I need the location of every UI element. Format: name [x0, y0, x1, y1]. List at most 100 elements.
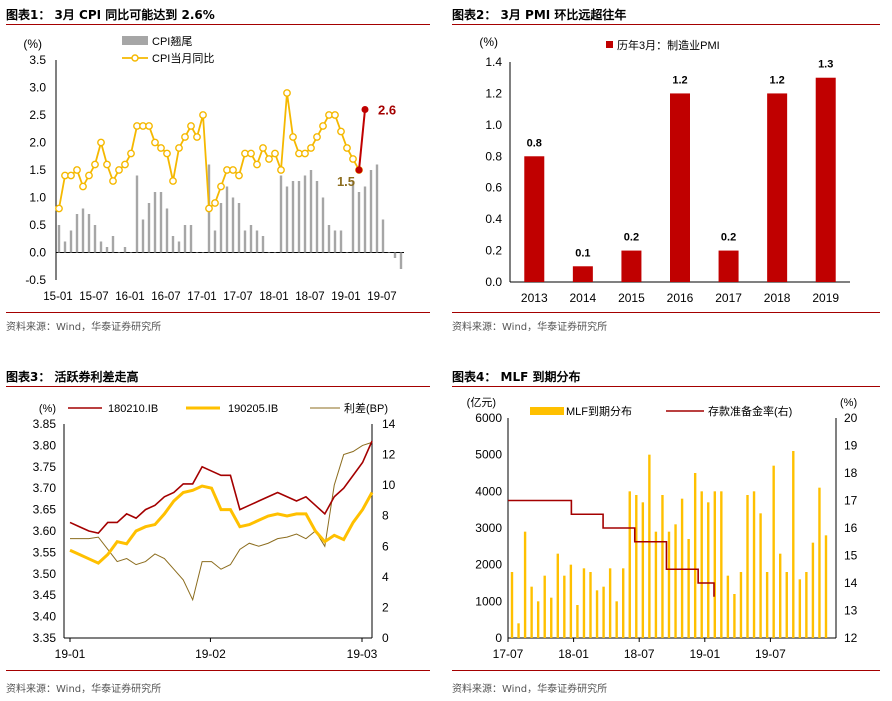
cpi-point: [253, 160, 261, 169]
cpi-point: [205, 204, 213, 213]
chart-4-title-rule: [452, 386, 880, 387]
bar-mlf: [700, 491, 703, 638]
bar-cpi-carryover: [255, 230, 259, 253]
x-tick-label: 16-01: [115, 291, 144, 303]
chart-4-source: 资料来源：Wind，华泰证券研究所: [452, 684, 608, 695]
bar-cpi-carryover: [273, 252, 277, 253]
bar-mlf: [628, 491, 631, 638]
x-tick-label: 19-02: [195, 647, 226, 661]
bar-mlf: [569, 564, 573, 638]
bar-mlf: [595, 590, 599, 638]
y-tick-label: 0.6: [485, 181, 502, 195]
x-tick-label: 19-01: [331, 291, 360, 303]
bar-mlf: [654, 531, 658, 638]
cpi-point: [301, 149, 309, 158]
bar-cpi-carryover: [333, 230, 337, 253]
bar-mlf: [582, 568, 586, 638]
cpi-point: [193, 133, 201, 141]
y-tick-label-right: 2: [382, 600, 389, 614]
bar-mlf: [536, 601, 540, 638]
bar-mlf: [765, 572, 769, 638]
y-tick-label-right: 12: [844, 631, 858, 645]
y-tick-label: 3.0: [29, 81, 46, 95]
cpi-point: [55, 204, 63, 213]
cpi-point: [175, 144, 183, 152]
x-tick-label: 18-07: [295, 291, 324, 303]
cpi-point: [157, 144, 165, 152]
chart-1-title: 图表1： 3月 CPI 同比可能达到 2.6%: [6, 8, 215, 22]
bar-cpi-carryover: [291, 181, 295, 253]
bar-cpi-carryover: [111, 236, 115, 253]
cpi-point: [217, 182, 225, 191]
bar-cpi-carryover: [357, 192, 361, 253]
cpi-point: [313, 133, 321, 141]
bar-cpi-carryover: [129, 252, 133, 253]
legend-label-190205: 190205.IB: [228, 403, 278, 415]
cpi-point: [337, 127, 345, 136]
legend-label-cpi: CPI当月同比: [152, 51, 214, 65]
series-line-190205: [69, 484, 374, 565]
y-tick-label-left: 3.45: [33, 588, 57, 602]
cpi-point-forecast: [361, 106, 369, 113]
bar-cpi-carryover: [327, 225, 331, 253]
cpi-point: [343, 144, 351, 152]
x-tick-label: 15-01: [43, 291, 72, 303]
bar-mlf: [693, 473, 697, 638]
cpi-point: [187, 122, 195, 130]
bar-cpi-carryover: [195, 252, 199, 253]
bar-cpi-carryover: [75, 214, 79, 253]
bar-cpi-carryover: [261, 236, 265, 253]
bar-cpi-carryover: [159, 192, 163, 253]
bar-mlf: [635, 495, 638, 638]
bar-mlf: [733, 594, 736, 638]
cpi-point: [103, 160, 111, 169]
y-tick-label-left: 3.55: [33, 545, 57, 559]
series-line-spread: [70, 441, 373, 602]
bar-cpi-carryover: [237, 203, 241, 253]
y-tick-label-left: 3.65: [33, 503, 57, 517]
y-tick-label-right: 10: [382, 478, 396, 492]
y-tick-label: 0.0: [485, 275, 502, 289]
bar-cpi-carryover: [249, 225, 253, 253]
bar-mlf: [576, 605, 579, 638]
bar-mlf: [818, 487, 821, 638]
cpi-point: [229, 166, 237, 174]
bar-cpi-carryover: [381, 219, 385, 253]
y-tick-label-left: 2000: [475, 558, 502, 572]
x-tick-label: 2019: [812, 291, 839, 305]
y-tick-label-right: 0: [382, 631, 389, 645]
y-tick-label-left: 4000: [475, 484, 502, 498]
bar-mlf: [543, 575, 546, 638]
x-tick-label: 2018: [764, 291, 791, 305]
bar-mlf: [615, 601, 618, 638]
chart-2-source: 资料来源：Wind，华泰证券研究所: [452, 322, 608, 333]
data-label: 0.8: [527, 137, 542, 149]
bar-mlf: [667, 531, 671, 638]
y-tick-label-left: 3.75: [33, 460, 57, 474]
bar-mlf: [707, 502, 710, 638]
chart-3-source: 资料来源：Wind，华泰证券研究所: [6, 684, 162, 695]
chart-2-title-rule: [452, 24, 880, 25]
bar-mlf: [824, 535, 828, 638]
cpi-point: [349, 155, 357, 163]
bar-mlf: [648, 454, 651, 638]
bar-mlf: [798, 579, 802, 638]
cpi-point: [109, 177, 117, 185]
y-tick-label-right: 14: [844, 576, 858, 590]
y-tick-label-left: 3.70: [33, 481, 57, 495]
bar-mlf: [746, 495, 749, 638]
bar-cpi-carryover: [213, 230, 217, 253]
y-tick-label-left: 3.60: [33, 524, 57, 538]
legend-label-mlf: MLF到期分布: [566, 405, 632, 418]
y-tick-label-left: 3.80: [33, 438, 57, 452]
series-line-180210: [69, 440, 373, 535]
bar-mlf: [517, 623, 520, 638]
bar-cpi-carryover: [279, 175, 283, 253]
y-tick-label-right: 8: [382, 509, 389, 523]
cpi-point: [169, 177, 177, 185]
x-tick-label: 17-01: [187, 291, 216, 303]
bar-cpi-carryover: [351, 181, 355, 253]
bar-cpi-carryover: [363, 186, 367, 253]
bar-mlf: [622, 568, 625, 638]
legend-marker-cpi: [131, 54, 139, 62]
